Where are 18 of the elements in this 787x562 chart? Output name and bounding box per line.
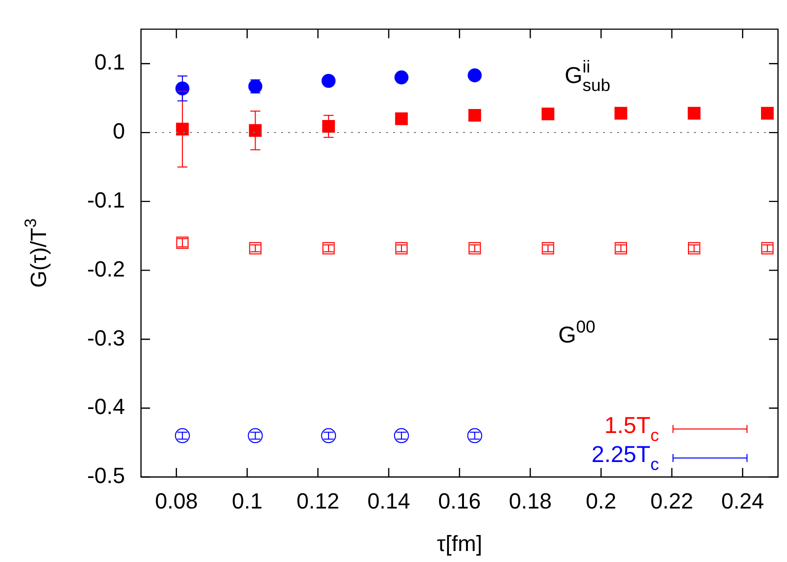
- x-tick-label: 0.12: [296, 488, 340, 514]
- y-tick-label: -0.2: [87, 256, 125, 282]
- x-axis-title: τ[fm]: [436, 530, 482, 556]
- x-tick-label: 0.24: [721, 488, 764, 514]
- x-tick-label: 0.22: [650, 488, 694, 514]
- y-tick-label: -0.5: [87, 463, 125, 488]
- y-tick-label: -0.4: [87, 394, 125, 420]
- y-axis-title: G(τ)/T3: [22, 218, 51, 288]
- x-tick-label: 0.14: [367, 488, 410, 514]
- y-tick-label: 0.1: [94, 50, 125, 75]
- x-tick-label: 0.18: [508, 488, 552, 514]
- x-tick-label: 0.2: [586, 488, 616, 514]
- x-tick-label: 0.1: [232, 488, 262, 514]
- y-tick-label: 0: [112, 118, 125, 144]
- y-tick-label: -0.1: [87, 187, 125, 212]
- x-tick-label: 0.08: [154, 488, 198, 514]
- y-tick-label: -0.3: [87, 325, 125, 350]
- x-tick-label: 0.16: [438, 488, 481, 514]
